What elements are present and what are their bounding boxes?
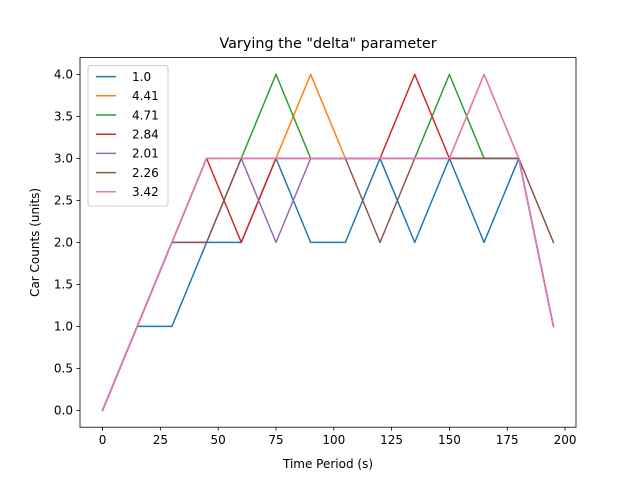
y-tick-label: 3.5 xyxy=(54,110,73,124)
chart-title: Varying the "delta" parameter xyxy=(219,36,436,52)
series-line-6 xyxy=(101,73,555,412)
legend-label-0: 1.0 xyxy=(132,70,151,84)
x-tick-label: 150 xyxy=(438,433,461,447)
x-tick-label: 0 xyxy=(99,433,107,447)
x-tick-label: 75 xyxy=(268,433,283,447)
x-tick-label: 100 xyxy=(322,433,345,447)
legend-label-4: 2.01 xyxy=(132,147,159,161)
series-layer xyxy=(101,73,555,412)
x-tick-label: 25 xyxy=(153,433,168,447)
x-tick-label: 175 xyxy=(496,433,519,447)
y-tick-label: 2.5 xyxy=(54,194,73,208)
series-line-0 xyxy=(101,157,555,412)
y-tick-label: 1.0 xyxy=(54,320,73,334)
x-tick-label: 125 xyxy=(380,433,403,447)
y-axis: 0.0 0.5 1.0 1.5 2.0 2.5 3.0 3.5 4.0 xyxy=(54,68,80,418)
legend-label-2: 4.71 xyxy=(132,108,159,122)
legend-box xyxy=(87,65,169,207)
y-tick-label: 3.0 xyxy=(54,152,73,166)
y-tick-label: 0.0 xyxy=(54,404,73,418)
legend-label-5: 2.26 xyxy=(132,166,159,180)
y-tick-label: 1.5 xyxy=(54,278,73,292)
legend-label-3: 2.84 xyxy=(132,128,159,142)
x-axis: 0 25 50 75 100 125 150 175 200 xyxy=(99,427,577,447)
x-tick-label: 200 xyxy=(554,433,577,447)
legend: 1.0 4.41 4.71 2.84 2.01 2.26 3.42 xyxy=(87,65,169,207)
y-tick-label: 4.0 xyxy=(54,68,73,82)
y-tick-label: 2.0 xyxy=(54,236,73,250)
legend-label-6: 3.42 xyxy=(132,185,159,199)
x-tick-label: 50 xyxy=(211,433,226,447)
legend-label-1: 4.41 xyxy=(132,89,159,103)
x-axis-label: Time Period (s) xyxy=(282,457,373,471)
y-axis-label: Car Counts (units) xyxy=(28,188,42,297)
y-tick-label: 0.5 xyxy=(54,362,73,376)
